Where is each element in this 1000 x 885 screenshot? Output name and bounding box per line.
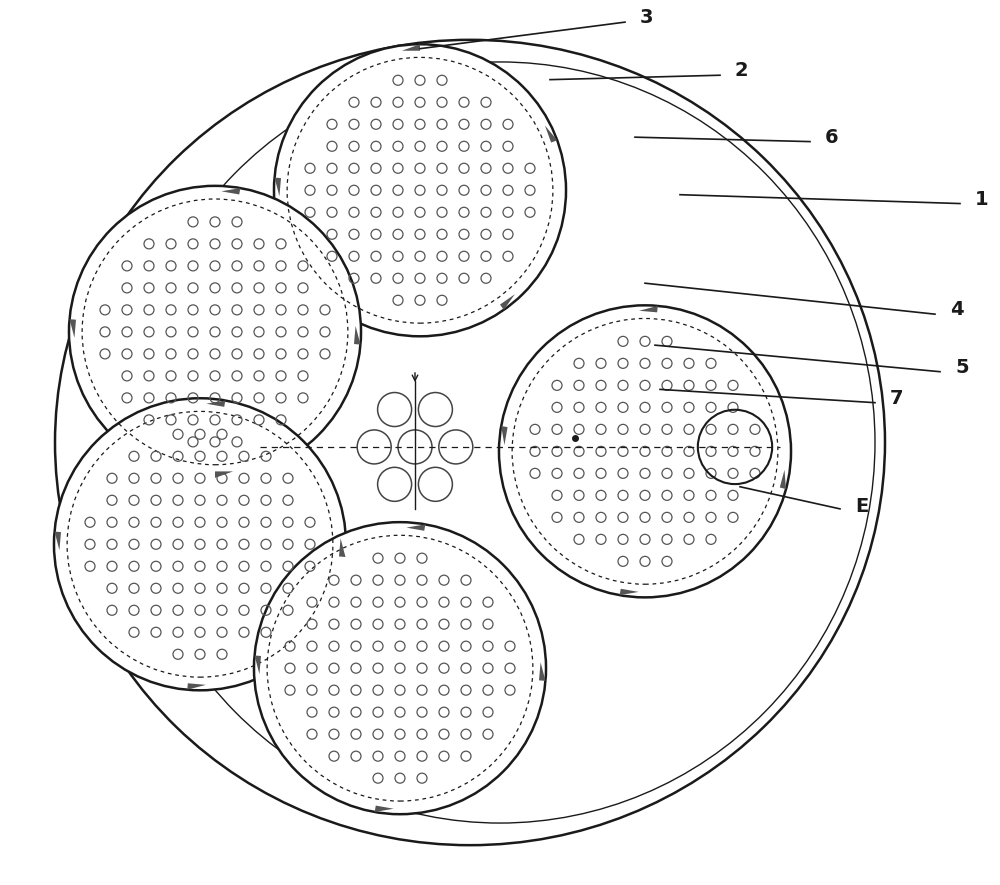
Text: 7: 7	[890, 389, 904, 408]
Polygon shape	[221, 189, 240, 195]
Polygon shape	[406, 525, 425, 531]
Circle shape	[499, 305, 791, 597]
Polygon shape	[70, 319, 76, 338]
Text: 6: 6	[825, 127, 839, 147]
Text: E: E	[855, 496, 868, 516]
Circle shape	[54, 398, 346, 690]
Circle shape	[69, 186, 361, 478]
Polygon shape	[620, 589, 639, 595]
Polygon shape	[539, 662, 545, 681]
Polygon shape	[215, 472, 233, 478]
Polygon shape	[187, 683, 206, 689]
Polygon shape	[545, 126, 557, 142]
Polygon shape	[780, 470, 786, 489]
Polygon shape	[375, 805, 394, 812]
Polygon shape	[206, 401, 225, 407]
Polygon shape	[339, 538, 345, 557]
Polygon shape	[275, 178, 281, 196]
Text: 3: 3	[640, 8, 654, 27]
Polygon shape	[55, 532, 61, 550]
Polygon shape	[501, 426, 508, 445]
Text: 1: 1	[975, 189, 989, 209]
Polygon shape	[639, 306, 658, 312]
Circle shape	[344, 375, 486, 519]
Text: 4: 4	[950, 300, 964, 319]
Polygon shape	[500, 294, 515, 310]
Polygon shape	[255, 656, 261, 674]
Polygon shape	[354, 326, 360, 344]
Polygon shape	[402, 44, 420, 50]
Circle shape	[274, 44, 566, 336]
Text: 5: 5	[955, 358, 969, 377]
Circle shape	[254, 522, 546, 814]
Text: 2: 2	[735, 61, 749, 81]
